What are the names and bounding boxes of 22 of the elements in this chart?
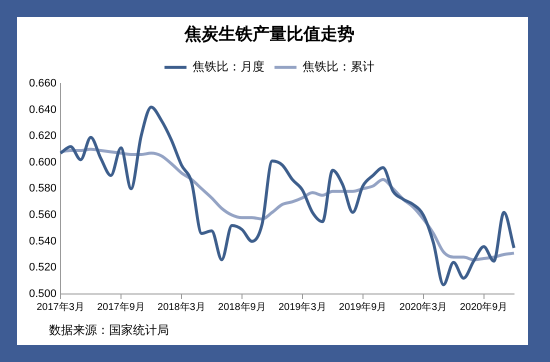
line-series [59,106,516,286]
legend-label: 焦铁比：月度 [192,60,264,74]
x-tick-label: 2017年3月 [36,300,84,313]
legend-label: 焦铁比：累计 [302,60,374,74]
y-tick-label: 0.520 [28,262,57,274]
chart-title: 焦炭生铁产量比值走势 [184,24,354,45]
source-note: 数据来源：国家统计局 [49,322,169,339]
y-tick-label: 0.660 [28,77,57,90]
y-tick-label: 0.540 [28,235,57,248]
y-tick-label: 0.640 [28,104,57,116]
y-tick-label: 0.600 [28,156,57,168]
x-tick-label: 2020年9月 [460,300,508,313]
x-tick-label: 2020年3月 [399,300,448,313]
y-tick-label: 0.560 [28,209,57,222]
x-tick-label: 2019年3月 [278,300,326,313]
y-tick-label: 0.500 [28,288,57,300]
y-tick-label: 0.620 [28,130,57,142]
y-tick-label: 0.580 [28,182,57,195]
x-tick-label: 2018年3月 [158,300,206,313]
x-tick-label: 2018年9月 [218,300,266,313]
x-tick-label: 2019年9月 [338,300,387,313]
x-tick-label: 2017年9月 [97,300,145,313]
